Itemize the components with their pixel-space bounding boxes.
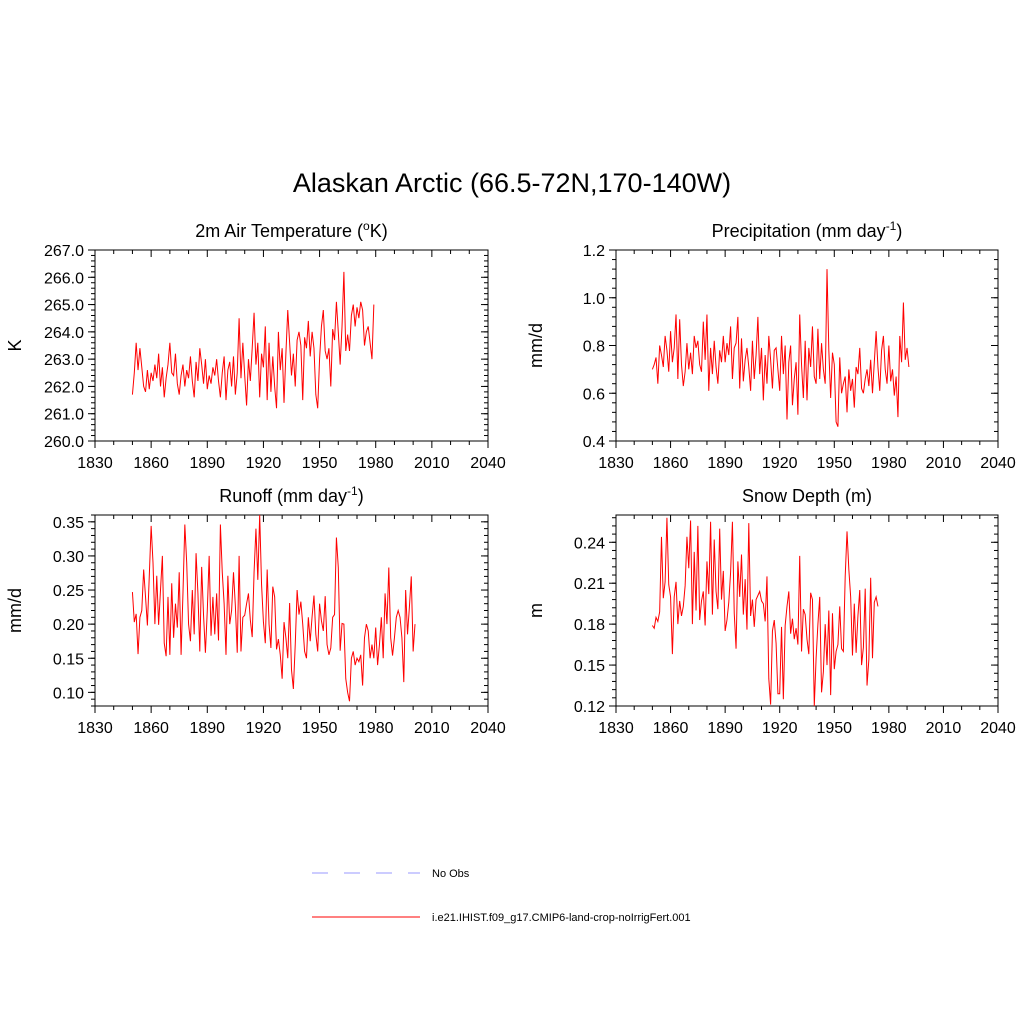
- y-axis-label: mm/d: [5, 588, 25, 633]
- y-tick-label: 0.12: [574, 699, 605, 716]
- legend-label-1: No Obs: [432, 868, 470, 880]
- x-tick-label: 1890: [189, 455, 225, 472]
- x-tick-label: 1920: [246, 720, 282, 737]
- y-tick-label: 0.21: [574, 576, 605, 593]
- y-tick-label: 263.0: [44, 352, 84, 369]
- y-axis-label: mm/d: [526, 323, 546, 368]
- series-line-1: [651, 517, 879, 707]
- x-tick-label: 2040: [980, 720, 1016, 737]
- x-tick-label: 1890: [189, 720, 225, 737]
- y-tick-label: 0.25: [53, 583, 84, 600]
- x-tick-label: 1950: [302, 720, 338, 737]
- series-line-1: [131, 514, 416, 702]
- main-title: Alaskan Arctic (66.5-72N,170-140W): [292, 168, 732, 198]
- x-tick-label: 1950: [302, 455, 338, 472]
- x-tick-label: 1830: [77, 720, 113, 737]
- chart-panel-3: 1830 1860 1890 1920 1950 1980 2010 2040 0.10 0.15…: [5, 484, 506, 737]
- x-tick-label: 2040: [980, 455, 1016, 472]
- plot-frame: [94, 514, 489, 707]
- plot-frame: [94, 249, 489, 442]
- y-tick-label: 0.4: [583, 434, 605, 451]
- x-tick-label: 1920: [762, 720, 798, 737]
- x-tick-label: 1830: [598, 720, 634, 737]
- x-tick-label: 1980: [358, 720, 394, 737]
- series-line-1: [131, 271, 375, 409]
- x-tick-label: 2010: [414, 455, 450, 472]
- y-axis-label: K: [5, 339, 25, 351]
- x-tick-label: 1890: [707, 455, 743, 472]
- y-tick-label: 1.0: [583, 291, 605, 308]
- x-tick-label: 1980: [358, 455, 394, 472]
- y-tick-label: 0.35: [53, 515, 84, 532]
- x-tick-label: 2010: [926, 455, 962, 472]
- y-tick-label: 0.6: [583, 386, 605, 403]
- x-tick-label: 1830: [77, 455, 113, 472]
- y-tick-label: 266.0: [44, 270, 84, 287]
- y-tick-label: 260.0: [44, 434, 84, 451]
- chart-panel-1: 1830 1860 1890 1920 1950 1980 2010 2040 260.0 261…: [5, 219, 506, 472]
- x-tick-label: 1920: [762, 455, 798, 472]
- x-tick-label: 1860: [133, 720, 169, 737]
- chart-panel-2: 1830 1860 1890 1920 1950 1980 2010 2040 0.4 0.6 0.…: [526, 219, 1016, 472]
- x-tick-label: 2010: [414, 720, 450, 737]
- y-tick-label: 264.0: [44, 325, 84, 342]
- chart-panel-4: 1830 1860 1890 1920 1950 1980 2010 2040 0.12 0.15…: [526, 486, 1016, 737]
- y-tick-label: 0.15: [574, 658, 605, 675]
- x-tick-label: 1890: [707, 720, 743, 737]
- x-tick-label: 2040: [470, 720, 506, 737]
- x-tick-label: 1950: [816, 720, 852, 737]
- legend: No Obs i.e21.IHIST.f09_g17.CMIP6-land-cro…: [312, 868, 691, 924]
- y-tick-label: 0.24: [574, 535, 605, 552]
- x-tick-label: 1860: [133, 455, 169, 472]
- y-tick-label: 267.0: [44, 243, 84, 260]
- x-tick-label: 1920: [246, 455, 282, 472]
- plot-frame: [615, 249, 999, 442]
- legend-label-2: i.e21.IHIST.f09_g17.CMIP6-land-crop-noIr…: [432, 912, 691, 924]
- x-tick-label: 1860: [653, 455, 689, 472]
- plot-frame: [615, 514, 999, 707]
- y-tick-label: 1.2: [583, 243, 605, 260]
- panel-title: Snow Depth (m): [742, 486, 872, 506]
- y-tick-label: 0.30: [53, 549, 84, 566]
- y-axis-label: m: [526, 603, 546, 618]
- series-line-1: [651, 269, 910, 427]
- panel-title: Runoff (mm day-1): [219, 484, 363, 506]
- y-tick-label: 262.0: [44, 379, 84, 396]
- x-tick-label: 2040: [470, 455, 506, 472]
- x-tick-label: 1830: [598, 455, 634, 472]
- x-tick-label: 1950: [816, 455, 852, 472]
- x-tick-label: 2010: [926, 720, 962, 737]
- y-tick-label: 0.8: [583, 339, 605, 356]
- y-tick-label: 0.15: [53, 651, 84, 668]
- panel-title: Precipitation (mm day-1): [712, 219, 903, 241]
- y-tick-label: 261.0: [44, 407, 84, 424]
- y-tick-label: 0.10: [53, 685, 84, 702]
- panel-title: 2m Air Temperature (oK): [195, 219, 387, 241]
- x-tick-label: 1980: [871, 455, 907, 472]
- y-tick-label: 0.20: [53, 617, 84, 634]
- x-tick-label: 1980: [871, 720, 907, 737]
- x-tick-label: 1860: [653, 720, 689, 737]
- y-tick-label: 0.18: [574, 617, 605, 634]
- y-tick-label: 265.0: [44, 298, 84, 315]
